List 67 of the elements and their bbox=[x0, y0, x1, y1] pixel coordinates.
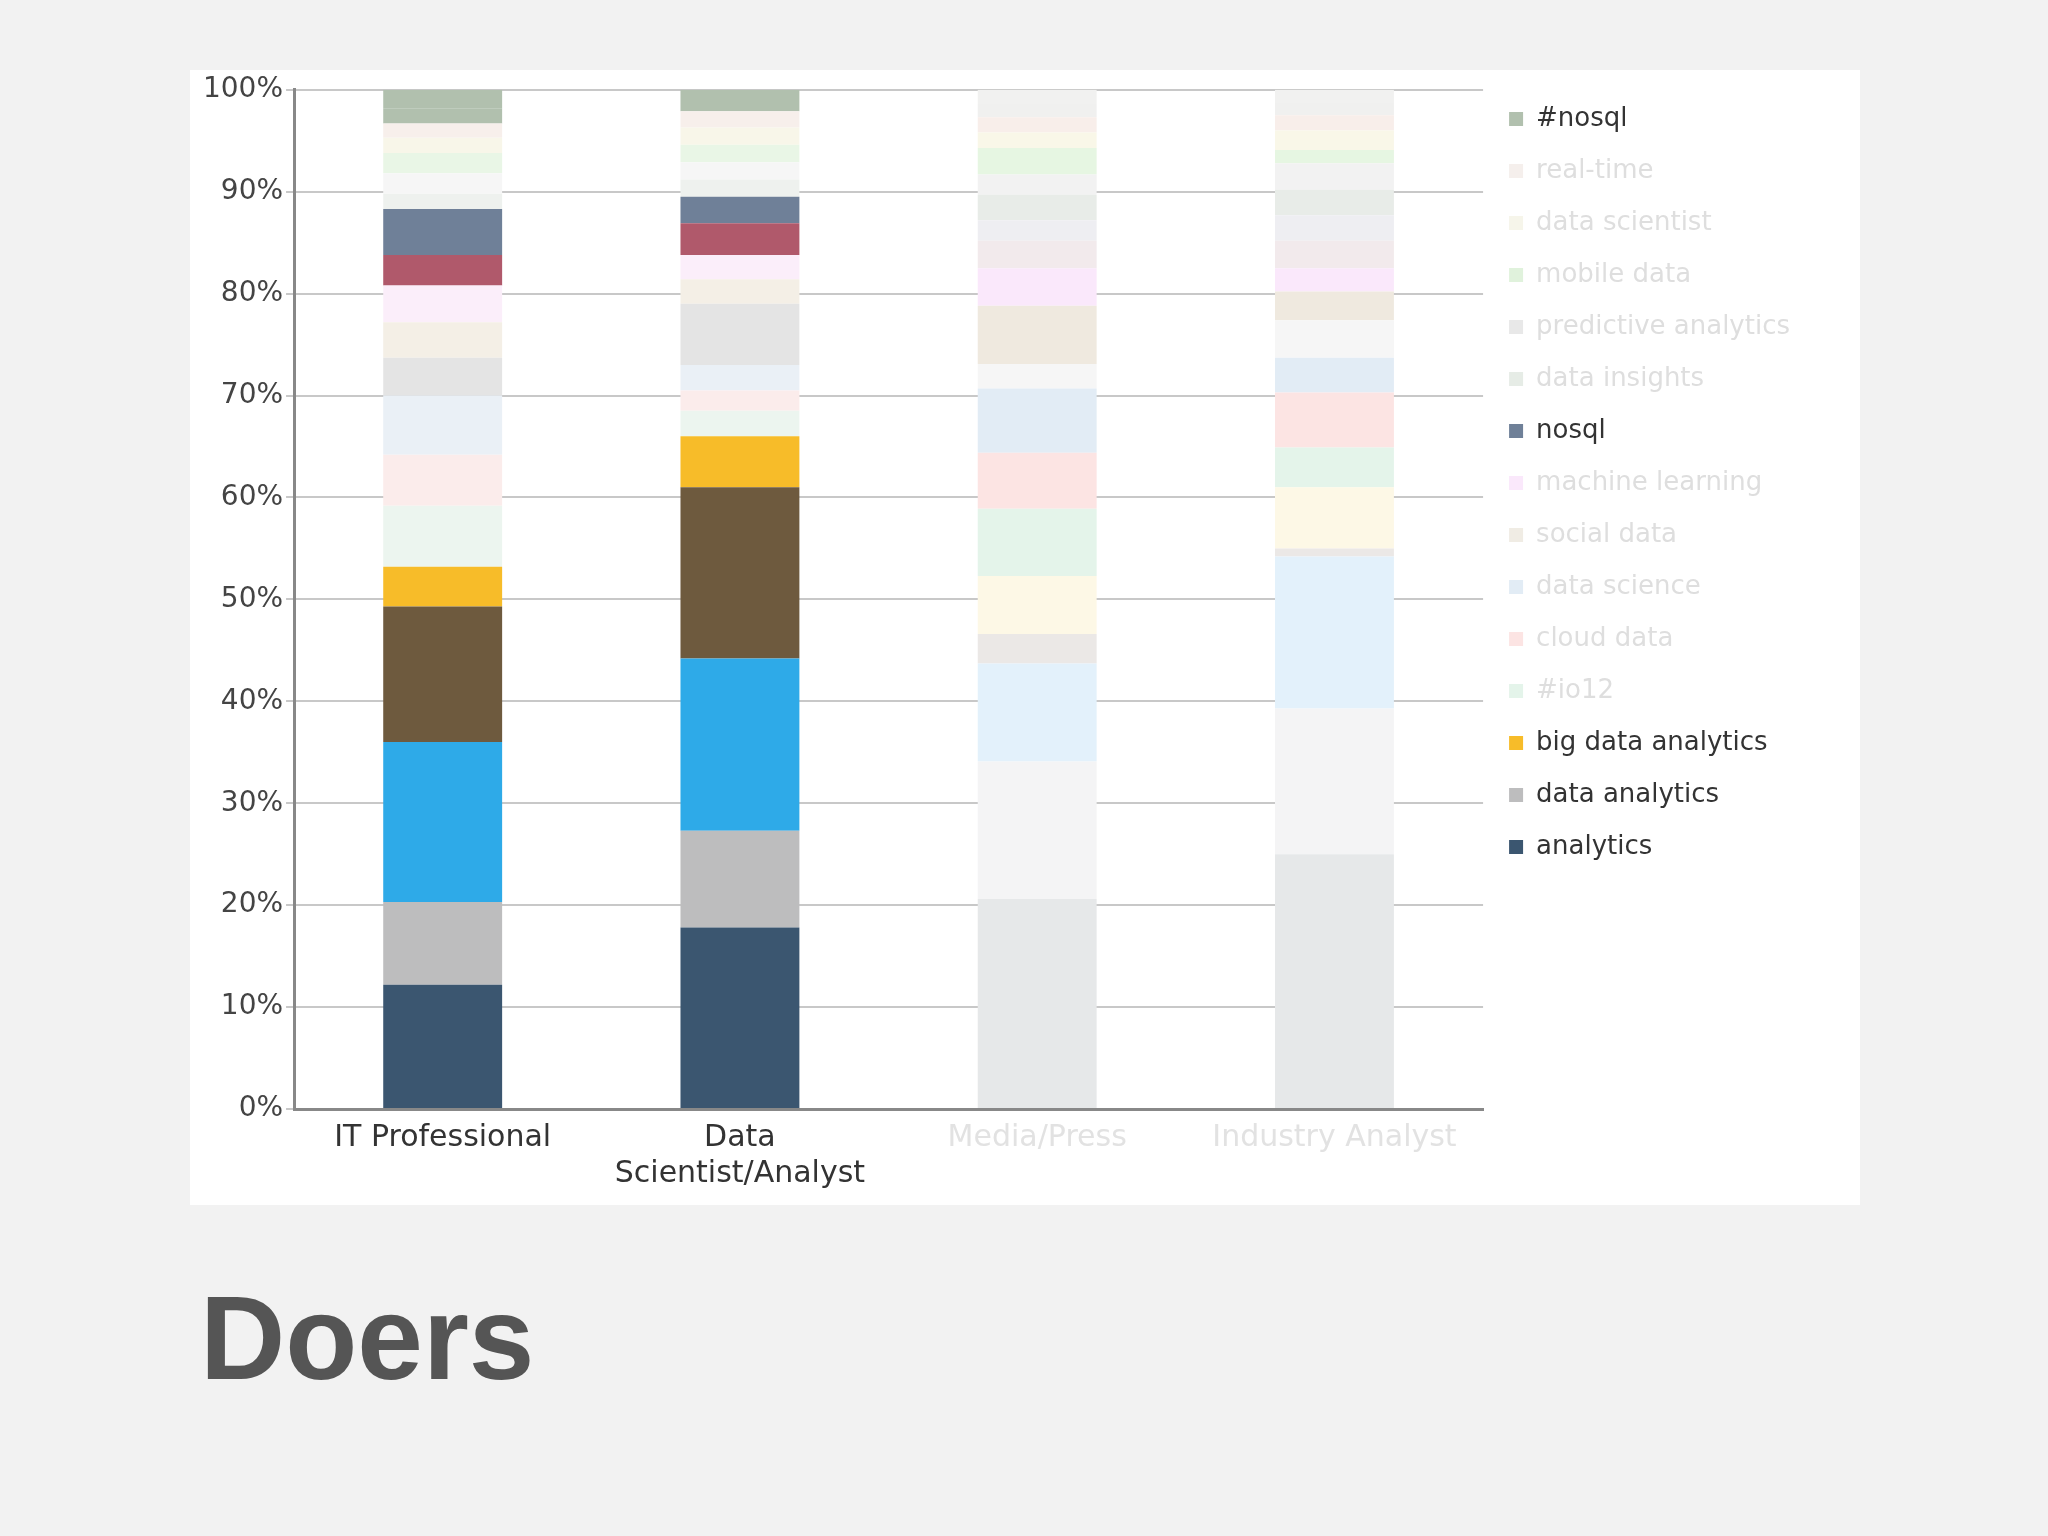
bar bbox=[977, 305, 1097, 364]
y-tick-label: 30% bbox=[220, 784, 284, 818]
bar bbox=[680, 436, 800, 488]
bar bbox=[1275, 487, 1394, 549]
bar bbox=[680, 254, 800, 280]
bar bbox=[1275, 149, 1394, 164]
bar bbox=[680, 658, 800, 831]
bar bbox=[383, 505, 503, 567]
bar bbox=[680, 927, 800, 1108]
y-tick-label: 50% bbox=[220, 580, 284, 614]
bar bbox=[680, 390, 800, 411]
y-tick-label: 70% bbox=[220, 376, 284, 410]
x-tick-label: Data Scientist/Analyst bbox=[614, 1117, 866, 1189]
bar bbox=[1275, 268, 1394, 292]
bar bbox=[383, 454, 503, 506]
bar bbox=[680, 487, 800, 659]
bar bbox=[680, 196, 800, 224]
bar bbox=[977, 761, 1097, 900]
x-tick-label: IT Professional bbox=[334, 1117, 552, 1153]
bar bbox=[383, 152, 503, 174]
bar bbox=[383, 209, 503, 255]
bar bbox=[383, 254, 503, 286]
bar bbox=[383, 395, 503, 455]
bar bbox=[1275, 392, 1394, 448]
bar bbox=[977, 452, 1097, 509]
bar bbox=[977, 147, 1097, 175]
y-tick-label: 60% bbox=[220, 478, 284, 512]
y-tick-label: 20% bbox=[220, 886, 284, 920]
bar bbox=[977, 899, 1097, 1108]
bar bbox=[383, 984, 503, 1108]
bar bbox=[1275, 447, 1394, 488]
y-tick-label: 90% bbox=[220, 173, 284, 206]
bar bbox=[1275, 556, 1394, 709]
bar bbox=[1275, 357, 1394, 393]
bar bbox=[383, 357, 503, 396]
bar bbox=[977, 663, 1097, 762]
bar bbox=[680, 279, 800, 304]
legend-label: #nosql bbox=[1536, 101, 1628, 132]
y-tick-label: 40% bbox=[220, 682, 284, 716]
legend-label: big data analytics bbox=[1536, 725, 1768, 756]
bar bbox=[383, 322, 503, 358]
bar bbox=[680, 364, 800, 391]
legend-label: analytics bbox=[1536, 829, 1653, 860]
bar bbox=[680, 410, 800, 437]
y-tick-label: 100% bbox=[202, 71, 284, 105]
bar bbox=[1275, 291, 1394, 321]
bar bbox=[680, 223, 800, 255]
bar bbox=[977, 575, 1097, 635]
bar bbox=[1275, 854, 1394, 1108]
y-tick-label: 10% bbox=[220, 988, 284, 1022]
bar bbox=[977, 388, 1097, 453]
bar bbox=[1275, 708, 1394, 855]
bar bbox=[383, 566, 503, 607]
y-tick-label: 0% bbox=[238, 1090, 284, 1124]
bar bbox=[977, 508, 1097, 576]
bar bbox=[977, 268, 1097, 306]
legend-label: data analytics bbox=[1536, 777, 1720, 808]
bar bbox=[383, 285, 503, 323]
bar bbox=[680, 303, 800, 365]
text: Doers bbox=[200, 1271, 535, 1406]
bar bbox=[977, 634, 1097, 664]
bar bbox=[383, 606, 503, 743]
legend-label: nosql bbox=[1536, 413, 1606, 444]
bar bbox=[1275, 548, 1394, 557]
bar bbox=[680, 144, 800, 163]
bar bbox=[383, 742, 503, 903]
y-tick-label: 80% bbox=[220, 274, 284, 308]
